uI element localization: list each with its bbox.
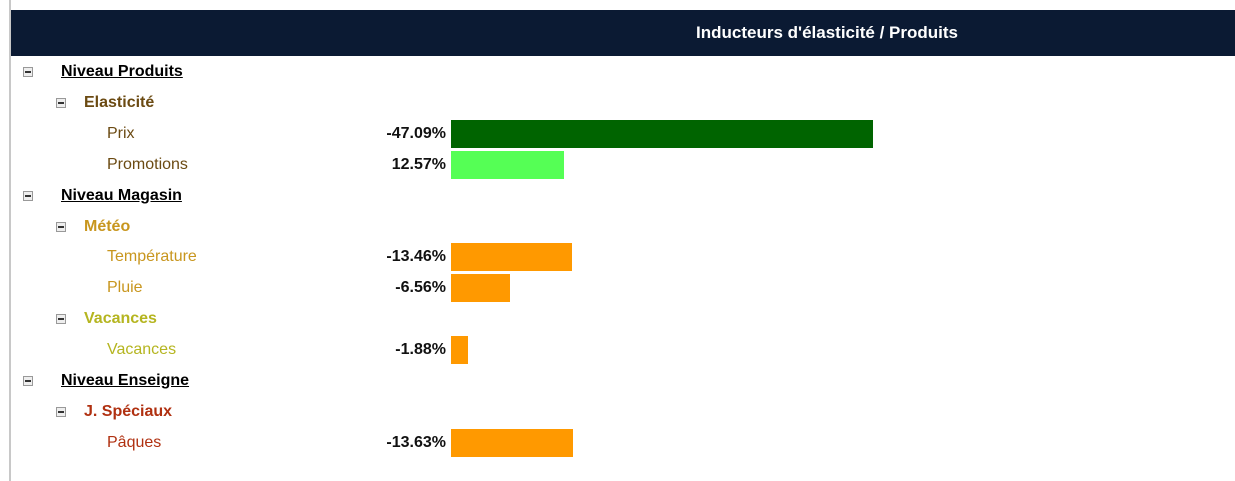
bar xyxy=(451,243,572,272)
item-label: Pluie xyxy=(107,279,143,297)
item-label: Température xyxy=(107,248,197,266)
item-value: 12.57% xyxy=(391,155,446,173)
item-label: Promotions xyxy=(107,155,188,173)
collapse-icon[interactable] xyxy=(56,314,66,325)
tree-row: Elasticité xyxy=(11,88,1235,118)
collapse-icon[interactable] xyxy=(23,376,33,386)
tree-row: Pluie -6.56% xyxy=(11,273,1235,303)
tree-row: Vacances -1.88% xyxy=(11,335,1235,365)
section-label: Niveau Magasin xyxy=(61,186,182,204)
item-label: Prix xyxy=(107,124,135,142)
tree-row: Pâques -13.63% xyxy=(11,428,1235,458)
bar xyxy=(451,428,574,457)
bar xyxy=(451,336,468,365)
bar xyxy=(451,150,564,179)
item-value: -6.56% xyxy=(395,279,446,297)
group-label: Météo xyxy=(84,217,131,235)
group-label: J. Spéciaux xyxy=(84,402,173,420)
tree-row: Niveau Produits xyxy=(11,57,1235,87)
section-label: Niveau Enseigne xyxy=(61,372,190,389)
item-value: -1.88% xyxy=(395,341,446,359)
item-label: Pâques xyxy=(107,433,162,451)
group-label: Elasticité xyxy=(84,93,155,111)
item-value: -13.63% xyxy=(386,433,446,451)
collapse-icon[interactable] xyxy=(56,97,66,108)
header: Inducteurs d'élasticité / Produits xyxy=(11,10,1235,56)
tree-row: Météo xyxy=(11,212,1235,242)
bar xyxy=(451,119,873,148)
section-label: Niveau Produits xyxy=(61,63,183,80)
tree-row: Vacances xyxy=(11,304,1235,334)
tree-row: Niveau Magasin xyxy=(11,181,1235,211)
tree-row: Niveau Enseigne xyxy=(11,366,1235,396)
tree-row: J. Spéciaux xyxy=(11,397,1235,427)
bar xyxy=(451,274,510,303)
collapse-icon[interactable] xyxy=(23,67,33,77)
item-value: -13.46% xyxy=(386,248,446,266)
group-label: Vacances xyxy=(84,310,157,328)
header-title: Inducteurs d'élasticité / Produits xyxy=(696,23,958,42)
collapse-icon[interactable] xyxy=(56,406,66,417)
item-value: -47.09% xyxy=(386,124,446,142)
item-label: Vacances xyxy=(107,341,177,359)
tree-row: Température -13.46% xyxy=(11,242,1235,272)
collapse-icon[interactable] xyxy=(56,221,66,232)
tree-row: Prix -47.09% xyxy=(11,119,1235,149)
panel: Inducteurs d'élasticité / Produits Nivea… xyxy=(9,0,1235,481)
tree-row: Promotions 12.57% xyxy=(11,150,1235,180)
collapse-icon[interactable] xyxy=(23,190,33,201)
